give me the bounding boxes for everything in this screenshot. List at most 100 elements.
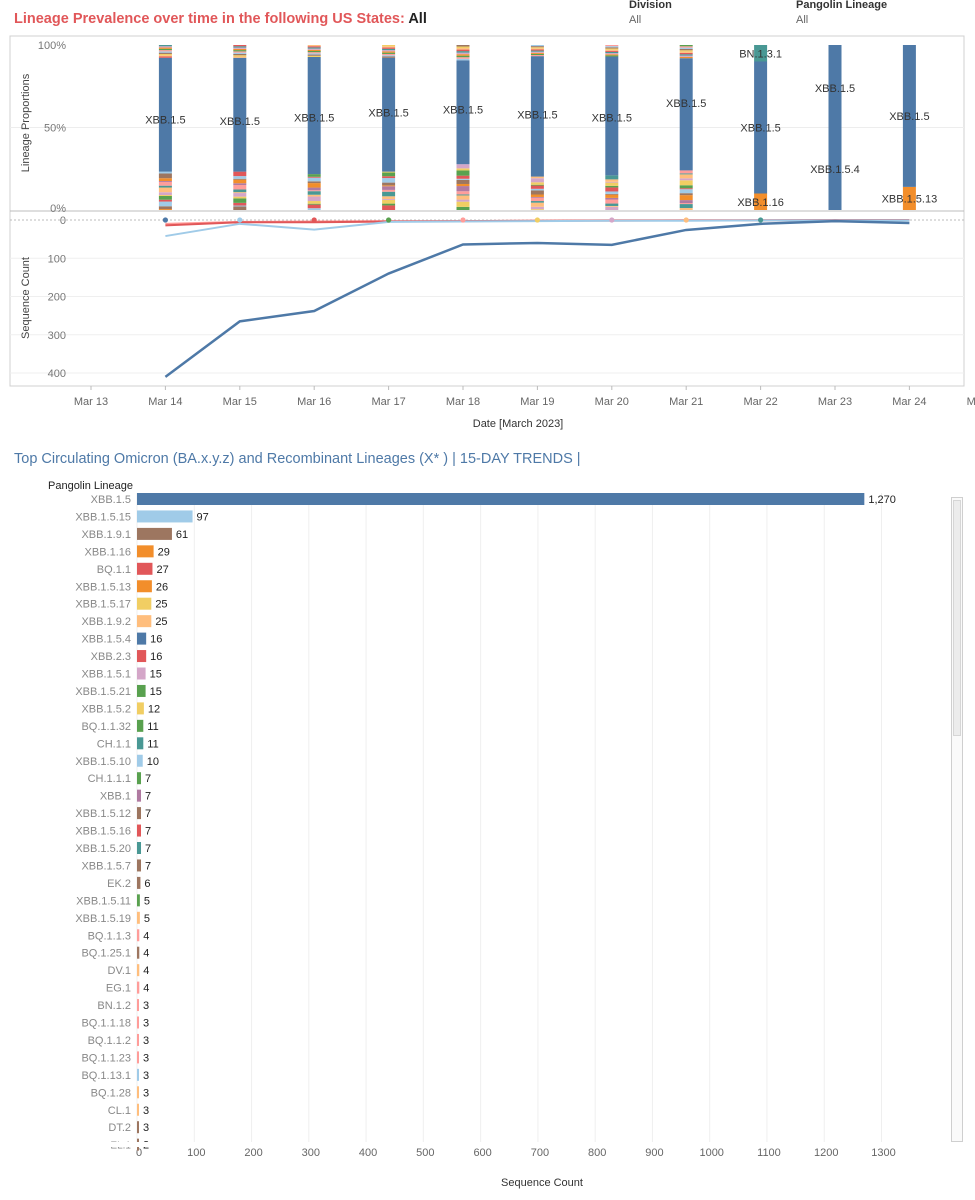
lineage-bar[interactable] bbox=[137, 946, 140, 959]
lineage-bar[interactable] bbox=[137, 597, 152, 610]
series-point[interactable] bbox=[683, 217, 689, 223]
series-point[interactable] bbox=[162, 217, 168, 223]
lineage-row[interactable]: XBB.1.5.2 12 bbox=[81, 702, 160, 715]
lineage-bar[interactable] bbox=[137, 493, 865, 505]
lineage-bar[interactable] bbox=[137, 859, 142, 872]
lineage-bar[interactable] bbox=[137, 719, 144, 732]
lineage-bar[interactable] bbox=[137, 737, 144, 750]
lineage-bar[interactable] bbox=[137, 510, 193, 523]
lineage-bar[interactable] bbox=[137, 527, 172, 540]
lineage-row[interactable]: XBB.1.5.20 7 bbox=[75, 842, 151, 855]
lineage-row[interactable]: XBB.1.5.12 7 bbox=[75, 807, 151, 820]
lineage-row[interactable]: BQ.1.1.18 3 bbox=[81, 1016, 149, 1030]
series-line[interactable] bbox=[164, 219, 910, 378]
lineage-row[interactable]: XBB.1.9.2 25 bbox=[81, 615, 168, 628]
division-filter-value[interactable]: All bbox=[629, 14, 642, 26]
lineage-bar[interactable] bbox=[137, 1103, 139, 1116]
lineage-bar[interactable] bbox=[137, 1121, 139, 1134]
lineage-bar[interactable] bbox=[137, 894, 140, 907]
proportion-bar[interactable] bbox=[530, 45, 544, 210]
lineage-row[interactable]: XBB.1.5 1,270 bbox=[91, 493, 896, 506]
lineage-bar[interactable] bbox=[137, 1086, 139, 1099]
lineage-bar[interactable] bbox=[137, 772, 142, 785]
lineage-bar[interactable] bbox=[137, 684, 146, 697]
lineage-bar[interactable] bbox=[137, 615, 152, 628]
lineage-row[interactable]: XBB.2.3 16 bbox=[91, 650, 163, 663]
series-point[interactable] bbox=[460, 217, 466, 223]
lineage-row[interactable]: DT.2 3 bbox=[108, 1121, 149, 1134]
lineage-bar[interactable] bbox=[137, 964, 140, 977]
series-point[interactable] bbox=[758, 217, 764, 223]
lineage-bar[interactable] bbox=[137, 1033, 139, 1046]
lineage-row[interactable]: BQ.1.1 27 bbox=[97, 562, 169, 576]
lineage-prevalence-chart[interactable]: 100% 50% 0% Lineage Proportions XBB.1.5 XBB.1… bbox=[0, 0, 975, 440]
lineage-row[interactable]: XBB.1.5.16 7 bbox=[75, 824, 151, 838]
lineage-row[interactable]: BQ.1.28 3 bbox=[91, 1086, 149, 1099]
lineage-row[interactable]: XBB.1.5.15 97 bbox=[75, 510, 209, 523]
lineage-row[interactable]: BQ.1.25.1 4 bbox=[81, 946, 149, 960]
lineage-row[interactable]: EK.2 6 bbox=[107, 876, 151, 890]
lineage-bar[interactable] bbox=[137, 842, 142, 854]
lineage-bar[interactable] bbox=[137, 911, 140, 924]
lineage-row[interactable]: BQ.1.13.1 3 bbox=[81, 1068, 149, 1082]
lineage-row[interactable]: XBB.1.5.7 7 bbox=[81, 859, 151, 872]
lineage-bar[interactable] bbox=[137, 667, 146, 680]
series-point[interactable] bbox=[237, 217, 243, 223]
lineage-row[interactable]: BQ.1.1.2 3 bbox=[88, 1033, 150, 1047]
lineage-bar[interactable] bbox=[137, 807, 142, 820]
lineage-bar[interactable] bbox=[137, 580, 152, 593]
proportion-bar[interactable] bbox=[605, 45, 619, 210]
lineage-row[interactable]: CH.1.1 11 bbox=[97, 737, 159, 750]
lineage-row[interactable]: XBB.1.5.13 26 bbox=[75, 580, 168, 593]
lineage-row[interactable]: XBB.1.16 29 bbox=[85, 545, 170, 558]
lineage-row[interactable]: BQ.1.1.23 3 bbox=[81, 1051, 149, 1064]
lineage-bar[interactable] bbox=[137, 702, 144, 715]
proportion-bar[interactable] bbox=[233, 45, 247, 210]
proportion-bar[interactable] bbox=[307, 45, 321, 210]
lineage-bar[interactable] bbox=[137, 632, 147, 645]
proportion-bar[interactable] bbox=[902, 45, 916, 210]
lineage-row[interactable]: XBB.1 7 bbox=[100, 789, 151, 803]
lineage-bar[interactable] bbox=[137, 999, 139, 1012]
lineage-bar[interactable] bbox=[137, 981, 140, 994]
lineage-bar[interactable] bbox=[137, 1051, 139, 1064]
top-lineages-bar-chart[interactable]: Pangolin Lineage 0 100 200 300 400 500 600 700 80… bbox=[0, 475, 975, 1195]
lineage-row[interactable]: XBB.1.5.19 5 bbox=[75, 911, 150, 925]
lineage-bar[interactable] bbox=[137, 754, 143, 767]
lineage-row[interactable]: XBB.1.5.4 16 bbox=[81, 632, 162, 646]
series-point[interactable] bbox=[311, 217, 317, 223]
lineage-bar[interactable] bbox=[137, 545, 154, 558]
proportion-bar[interactable] bbox=[754, 45, 768, 210]
lineage-row[interactable]: CL.1 3 bbox=[108, 1103, 149, 1117]
lineage-bar[interactable] bbox=[137, 650, 147, 663]
lineage-bar[interactable] bbox=[137, 1016, 139, 1029]
lineage-row[interactable]: XBB.1.9.1 61 bbox=[81, 527, 188, 541]
lineage-bar[interactable] bbox=[137, 824, 142, 837]
proportion-bar[interactable] bbox=[828, 45, 842, 210]
proportion-bar[interactable] bbox=[382, 45, 396, 210]
series-point[interactable] bbox=[386, 217, 392, 223]
lineage-filter-value[interactable]: All bbox=[796, 14, 809, 26]
lineage-bar[interactable] bbox=[137, 1068, 139, 1081]
lineage-bar[interactable] bbox=[137, 789, 142, 802]
lineage-bar[interactable] bbox=[137, 929, 140, 942]
division-filter[interactable]: Division All bbox=[629, 0, 672, 26]
lineage-filter[interactable]: Pangolin Lineage All bbox=[796, 0, 887, 26]
lineage-row[interactable]: BQ.1.1.32 11 bbox=[81, 719, 159, 733]
lineage-row[interactable]: XBB.1.5.10 10 bbox=[75, 754, 159, 768]
lineage-row[interactable]: XBB.1.5.17 25 bbox=[75, 597, 168, 611]
lineage-row[interactable]: BQ.1.1.3 4 bbox=[88, 929, 150, 942]
series-point[interactable] bbox=[609, 217, 615, 223]
bar-chart-scrollbar[interactable] bbox=[951, 497, 963, 1142]
series-point[interactable] bbox=[534, 217, 541, 223]
scrollbar-thumb[interactable] bbox=[953, 500, 961, 736]
lineage-bar[interactable] bbox=[137, 562, 153, 575]
lineage-row[interactable]: DV.1 4 bbox=[108, 964, 150, 977]
lineage-row[interactable]: CH.1.1.1 7 bbox=[88, 772, 152, 785]
proportion-bar[interactable] bbox=[679, 45, 693, 210]
lineage-row[interactable]: EG.1 4 bbox=[106, 981, 149, 995]
lineage-bar[interactable] bbox=[137, 876, 141, 889]
lineage-row[interactable]: XBB.1.5.21 15 bbox=[75, 684, 162, 698]
